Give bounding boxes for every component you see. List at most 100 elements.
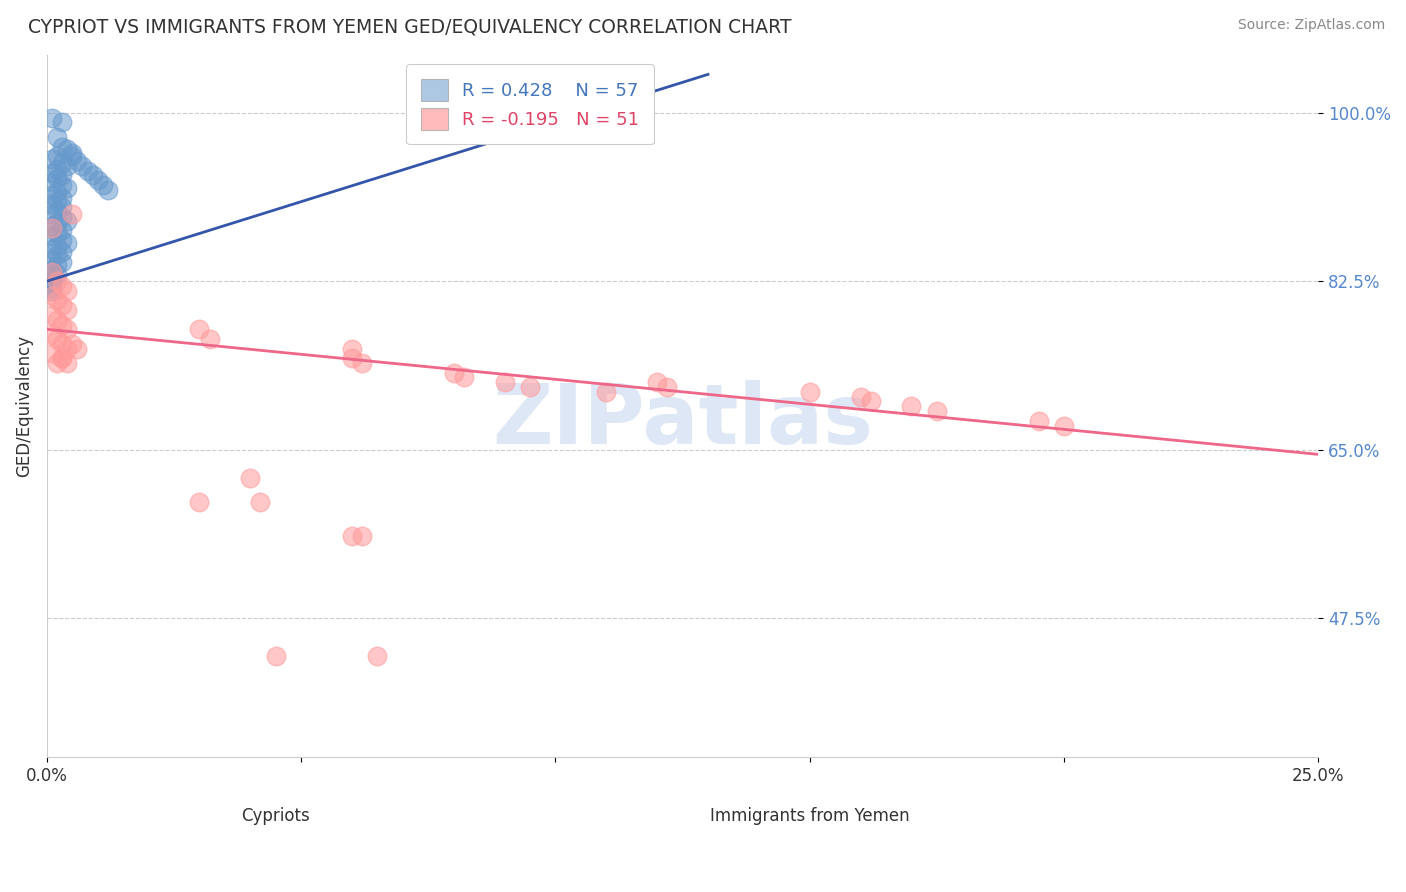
- Point: [56, 322, 79, 336]
- Point: [352, 529, 374, 543]
- Point: [41, 197, 63, 211]
- Point: [56, 342, 79, 356]
- Point: [41, 277, 63, 291]
- Point: [41, 264, 63, 278]
- Point: [41, 229, 63, 244]
- Point: [60, 146, 83, 161]
- Point: [46, 258, 69, 272]
- Point: [519, 380, 541, 394]
- Point: [443, 366, 465, 380]
- Point: [41, 281, 63, 295]
- Point: [46, 248, 69, 262]
- Point: [66, 153, 89, 168]
- Point: [198, 332, 221, 346]
- Point: [41, 152, 63, 166]
- Point: [925, 404, 948, 418]
- Point: [51, 245, 73, 260]
- Point: [46, 268, 69, 282]
- Point: [352, 356, 374, 370]
- Point: [41, 207, 63, 221]
- Point: [46, 356, 69, 370]
- Point: [41, 243, 63, 257]
- Y-axis label: GED/Equivalency: GED/Equivalency: [15, 335, 32, 477]
- Point: [41, 264, 63, 278]
- Point: [46, 332, 69, 346]
- Point: [41, 175, 63, 189]
- Point: [97, 183, 120, 197]
- Point: [51, 156, 73, 170]
- Point: [41, 284, 63, 298]
- Point: [56, 213, 79, 227]
- Point: [76, 163, 98, 178]
- Point: [56, 235, 79, 250]
- Legend: R = 0.428    N = 57, R = -0.195   N = 51: R = 0.428 N = 57, R = -0.195 N = 51: [406, 64, 654, 145]
- Text: Cypriots: Cypriots: [242, 806, 311, 824]
- Point: [595, 384, 617, 399]
- Point: [91, 178, 114, 192]
- Point: [87, 173, 110, 187]
- Point: [46, 312, 69, 326]
- Point: [60, 149, 83, 163]
- Point: [46, 204, 69, 219]
- Point: [51, 210, 73, 224]
- Text: Immigrants from Yemen: Immigrants from Yemen: [710, 806, 910, 824]
- Text: ZIPatlas: ZIPatlas: [492, 380, 873, 461]
- Point: [46, 185, 69, 199]
- Point: [51, 298, 73, 312]
- Point: [41, 252, 63, 266]
- Point: [799, 384, 821, 399]
- Point: [41, 261, 63, 276]
- Point: [51, 255, 73, 269]
- Point: [56, 303, 79, 318]
- Point: [188, 322, 211, 336]
- Point: [46, 149, 69, 163]
- Point: [657, 380, 679, 394]
- Point: [41, 271, 63, 285]
- Point: [46, 161, 69, 176]
- Point: [51, 169, 73, 183]
- Point: [453, 370, 475, 384]
- Point: [239, 471, 262, 485]
- Point: [340, 351, 363, 366]
- Point: [1028, 414, 1050, 428]
- Point: [51, 190, 73, 204]
- Point: [60, 336, 83, 351]
- Point: [46, 217, 69, 231]
- Point: [56, 284, 79, 298]
- Point: [51, 233, 73, 247]
- Point: [41, 165, 63, 179]
- Point: [41, 219, 63, 234]
- Point: [41, 327, 63, 342]
- Point: [340, 342, 363, 356]
- Text: CYPRIOT VS IMMIGRANTS FROM YEMEN GED/EQUIVALENCY CORRELATION CHART: CYPRIOT VS IMMIGRANTS FROM YEMEN GED/EQU…: [28, 18, 792, 37]
- Point: [72, 159, 94, 173]
- Point: [41, 221, 63, 235]
- Point: [51, 336, 73, 351]
- Point: [46, 129, 69, 144]
- Point: [51, 178, 73, 192]
- Point: [51, 200, 73, 214]
- Point: [46, 274, 69, 288]
- Point: [249, 495, 271, 509]
- Point: [46, 238, 69, 252]
- Point: [859, 394, 882, 409]
- Point: [849, 390, 872, 404]
- Point: [56, 143, 79, 157]
- Point: [264, 649, 287, 664]
- Point: [51, 351, 73, 366]
- Point: [46, 293, 69, 308]
- Point: [56, 356, 79, 370]
- Point: [60, 207, 83, 221]
- Point: [46, 171, 69, 186]
- Point: [56, 159, 79, 173]
- Point: [66, 342, 89, 356]
- Point: [41, 274, 63, 288]
- Point: [41, 111, 63, 125]
- Point: [41, 308, 63, 322]
- Point: [494, 375, 516, 389]
- Point: [51, 115, 73, 129]
- Point: [900, 399, 922, 413]
- Point: [51, 351, 73, 366]
- Point: [340, 529, 363, 543]
- Point: [645, 375, 668, 389]
